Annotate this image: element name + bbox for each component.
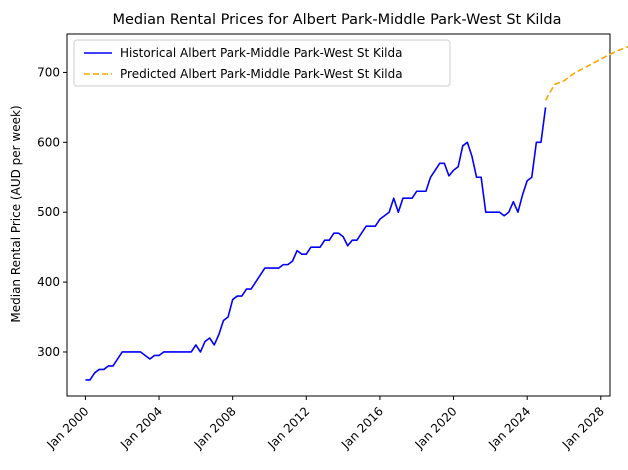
series-line-historical — [85, 107, 547, 381]
x-tick-label: Jan 2008 — [191, 404, 239, 452]
y-axis-label: Median Rental Price (AUD per week) — [9, 105, 23, 322]
legend-label: Predicted Albert Park-Middle Park-West S… — [120, 67, 403, 81]
legend-box — [73, 39, 451, 87]
x-tick-label: Jan 2012 — [264, 404, 312, 452]
legend: Historical Albert Park-Middle Park-West … — [73, 39, 451, 87]
series-line-predicted — [544, 45, 628, 101]
x-tick-label: Jan 2020 — [412, 404, 460, 452]
x-tick-label: Jan 2000 — [44, 404, 92, 452]
y-tick-label: 600 — [37, 135, 60, 149]
series-layer — [85, 45, 628, 381]
chart-title: Median Rental Prices for Albert Park-Mid… — [113, 12, 562, 28]
y-tick-label: 300 — [37, 345, 60, 359]
x-tick-label: Jan 2016 — [338, 404, 386, 452]
y-tick-label: 500 — [37, 205, 60, 219]
x-tick-label: Jan 2024 — [485, 404, 533, 452]
legend-label: Historical Albert Park-Middle Park-West … — [120, 46, 402, 60]
plot-area — [66, 33, 611, 397]
plot-frame — [66, 33, 611, 397]
y-tick-label: 700 — [37, 65, 60, 79]
x-tick-label: Jan 2028 — [559, 404, 607, 452]
y-axis-ticks: 300 400 500 600 700 — [37, 65, 67, 359]
y-tick-label: 400 — [37, 275, 60, 289]
x-tick-label: Jan 2004 — [117, 404, 165, 452]
x-axis-ticks: Jan 2000 Jan 2004 Jan 2008 Jan 2012 Jan 2016… — [44, 396, 607, 452]
